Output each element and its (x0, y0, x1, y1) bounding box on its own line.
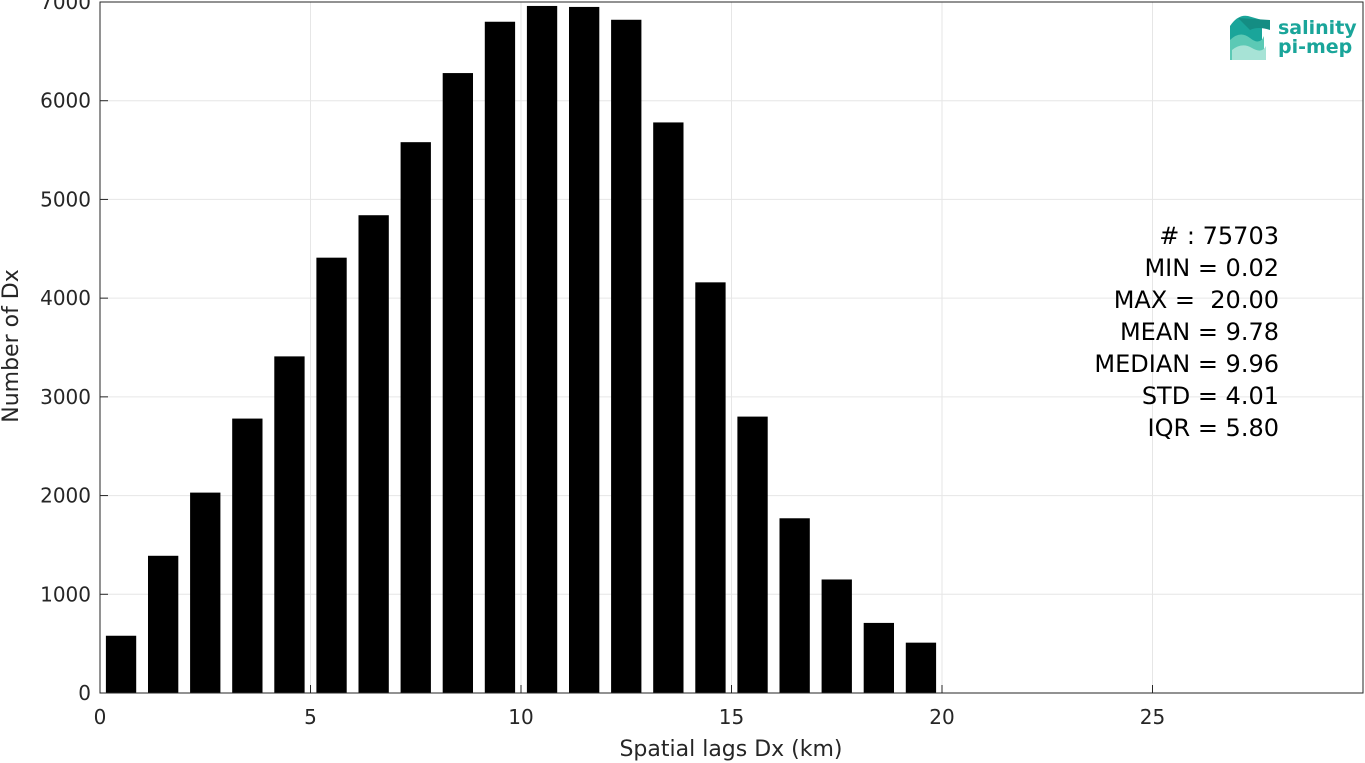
histogram-bar (526, 5, 558, 694)
x-tick-label: 25 (1140, 705, 1165, 729)
stats-line: # : 75703 (1159, 222, 1279, 250)
bars (105, 5, 937, 694)
histogram-bar (653, 122, 684, 694)
histogram-bar (484, 21, 516, 693)
histogram-bar (695, 282, 726, 693)
stats-line: MIN = 0.02 (1144, 254, 1279, 282)
x-tick-label: 5 (304, 705, 317, 729)
histogram-bar (274, 356, 305, 693)
histogram-bar (821, 579, 852, 693)
histogram-bar (568, 6, 600, 693)
y-tick-label: 5000 (40, 187, 91, 211)
histogram-bar (232, 418, 263, 693)
x-tick-label: 20 (929, 705, 954, 729)
histogram-bar (105, 635, 137, 693)
stats-line: IQR = 5.80 (1148, 414, 1279, 442)
histogram-bar (190, 492, 221, 693)
salinity-pimep-logo: salinity pi-mep (1230, 15, 1357, 60)
logo-text-salinity: salinity (1278, 17, 1357, 39)
wave-icon (1230, 15, 1270, 60)
x-tick-label: 10 (508, 705, 533, 729)
histogram-bar (316, 257, 347, 693)
y-axis-label: Number of Dx (0, 269, 24, 423)
logo-text-pimep: pi-mep (1278, 36, 1352, 58)
stats-line: MAX = 20.00 (1114, 286, 1279, 314)
y-tick-label: 4000 (40, 286, 91, 310)
histogram-bar (863, 622, 895, 693)
histogram-bar (147, 555, 179, 693)
y-tick-label: 7000 (40, 0, 91, 14)
histogram-bar (442, 73, 474, 694)
x-tick-label: 0 (94, 705, 107, 729)
histogram-bar (905, 642, 937, 693)
stats-line: STD = 4.01 (1142, 382, 1279, 410)
x-axis-label: Spatial lags Dx (km) (619, 737, 842, 762)
histogram-bar (737, 416, 768, 693)
y-tick-label: 3000 (40, 385, 91, 409)
histogram-bar (611, 19, 642, 694)
histogram-bar (779, 518, 810, 693)
x-tick-label: 15 (719, 705, 744, 729)
axis-ticks: 0 5 10 15 20 25 0 1000 2000 3000 4000 5000 6000 7000 (40, 0, 1165, 729)
histogram-bar (400, 142, 431, 693)
stats-line: MEAN = 9.78 (1120, 318, 1279, 346)
y-tick-label: 0 (78, 681, 91, 705)
stats-line: MEDIAN = 9.96 (1094, 350, 1279, 378)
y-tick-label: 6000 (40, 89, 91, 113)
y-tick-label: 2000 (40, 484, 91, 508)
stats-annotation: # : 75703 MIN = 0.02 MAX = 20.00 MEAN = 9.7… (1094, 222, 1279, 442)
histogram-bar (358, 215, 389, 694)
y-tick-label: 1000 (40, 582, 91, 606)
